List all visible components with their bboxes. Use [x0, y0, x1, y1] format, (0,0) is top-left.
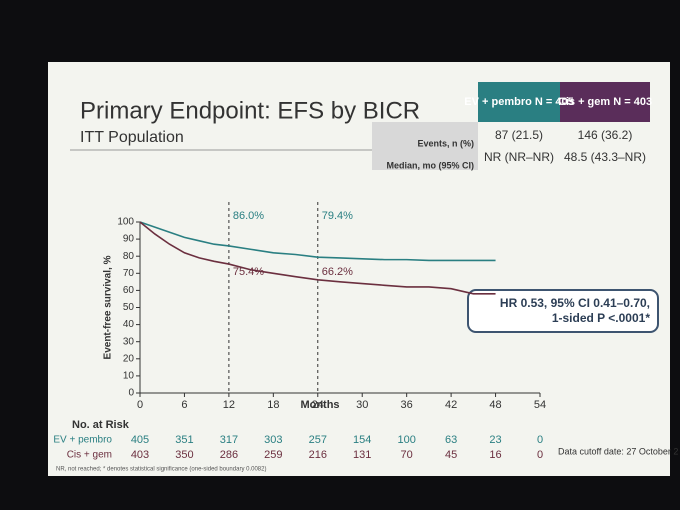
survival-curve: [139, 221, 496, 262]
footnote: NR, not reached; * denotes statistical s…: [56, 467, 266, 473]
x-tick-label: 54: [534, 399, 546, 411]
table-row-label: Events, n (%): [417, 138, 474, 148]
y-tick-label: 20: [123, 353, 135, 364]
x-tick-label: 48: [489, 399, 501, 411]
cutoff-note: Data cutoff date: 27 October 2: [558, 446, 678, 456]
subtitle: ITT Population: [80, 129, 184, 146]
risk-count: 286: [220, 449, 238, 461]
x-tick-label: 36: [401, 399, 413, 411]
x-tick-label: 18: [267, 399, 279, 411]
risk-title: No. at Risk: [72, 419, 130, 431]
risk-count: 405: [131, 434, 149, 446]
hr-text: HR 0.53, 95% CI 0.41–0.70,: [500, 296, 650, 310]
table-cell: 146 (36.2): [578, 128, 633, 142]
header-cell: [478, 82, 560, 122]
risk-name: Cis + gem: [67, 450, 112, 461]
x-tick-label: 0: [137, 399, 143, 411]
table-cell: 48.5 (43.3–NR): [564, 150, 646, 164]
table-header: EV + pembro N = 405: [464, 96, 573, 108]
landmark-label: 75.4%: [233, 266, 264, 278]
y-tick-label: 60: [123, 285, 135, 296]
y-tick-label: 70: [123, 268, 135, 279]
risk-count: 16: [489, 449, 501, 461]
y-tick-label: 90: [123, 234, 135, 245]
risk-count: 351: [175, 434, 193, 446]
x-tick-label: 6: [181, 399, 187, 411]
landmark-label: 79.4%: [322, 210, 353, 222]
risk-count: 45: [445, 449, 457, 461]
x-tick-label: 24: [312, 399, 324, 411]
risk-count: 257: [309, 434, 327, 446]
risk-count: 216: [309, 449, 327, 461]
risk-count: 403: [131, 449, 149, 461]
y-axis-label: Event-free survival, %: [103, 255, 114, 359]
x-tick-label: 42: [445, 399, 457, 411]
header-cell: [560, 82, 650, 122]
y-tick-label: 50: [123, 302, 135, 313]
title: Primary Endpoint: EFS by BICR: [80, 97, 420, 124]
risk-count: 100: [397, 434, 415, 446]
table-header: Cis + gem N = 403: [558, 96, 652, 108]
table-cell: NR (NR–NR): [484, 150, 554, 164]
table-row-label: Median, mo (95% CI): [386, 160, 474, 170]
hr-box: [467, 289, 659, 333]
x-tick-label: 12: [223, 399, 235, 411]
risk-count: 23: [489, 434, 501, 446]
hr-text: 1-sided P <.0001*: [552, 311, 651, 325]
risk-count: 70: [401, 449, 413, 461]
risk-count: 0: [537, 449, 543, 461]
risk-count: 350: [175, 449, 193, 461]
table-label-block: [372, 122, 478, 170]
y-tick-label: 30: [123, 336, 135, 347]
landmark-label: 66.2%: [322, 266, 353, 278]
y-tick-label: 100: [117, 217, 134, 228]
landmark-label: 86.0%: [233, 210, 264, 222]
y-tick-label: 80: [123, 251, 135, 262]
y-tick-label: 10: [123, 371, 135, 382]
slide: [48, 62, 670, 476]
y-tick-label: 40: [123, 319, 135, 330]
risk-name: EV + pembro: [53, 435, 112, 446]
x-axis-label: Months: [300, 399, 339, 411]
risk-count: 63: [445, 434, 457, 446]
y-tick-label: 0: [128, 388, 134, 399]
table-cell: 87 (21.5): [495, 128, 543, 142]
risk-count: 0: [537, 434, 543, 446]
risk-count: 317: [220, 434, 238, 446]
x-tick-label: 30: [356, 399, 368, 411]
risk-count: 131: [353, 449, 371, 461]
risk-count: 259: [264, 449, 282, 461]
risk-count: 303: [264, 434, 282, 446]
survival-curve: [139, 221, 496, 295]
risk-count: 154: [353, 434, 371, 446]
